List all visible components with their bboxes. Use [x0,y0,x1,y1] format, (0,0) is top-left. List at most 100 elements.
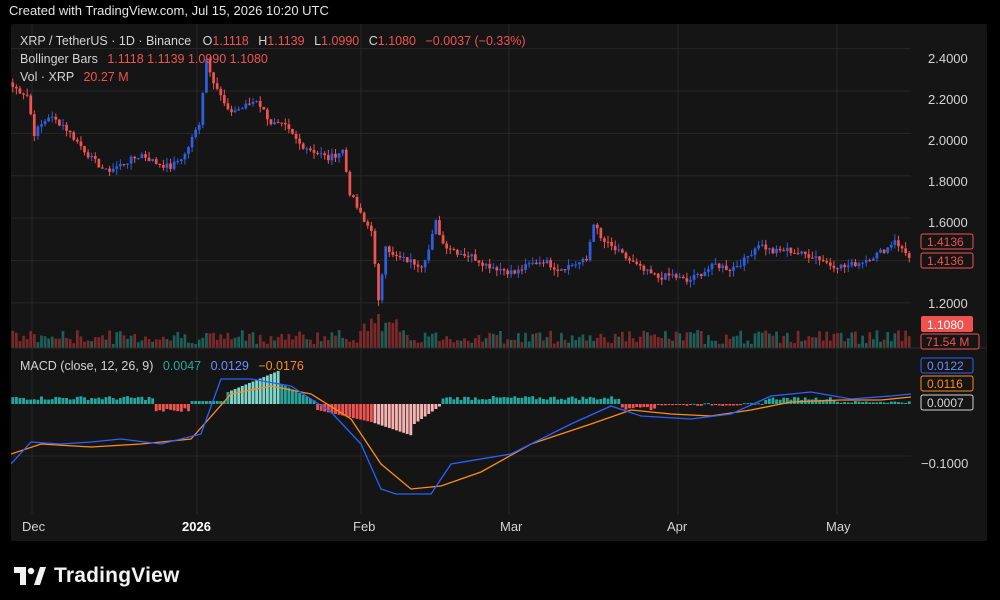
macd-hist-bar [298,393,302,404]
macd-hist-bar [101,399,104,404]
volume-bar [283,339,287,348]
macd-hist-bar [366,404,370,422]
volume-bar [208,333,212,348]
volume-bar [169,340,172,348]
volume-bar [646,332,649,348]
macd-hist-bar [646,404,649,408]
macd-histogram [11,371,911,436]
candle-body [531,262,535,264]
macd-hist-bar [696,404,700,406]
candle-body [165,163,169,168]
tradingview-logo-icon [14,567,46,585]
volume-bar [900,340,904,348]
macd-hist-bar [617,398,621,404]
macd-hist-bar [710,404,714,406]
macd-hist-bar [520,397,524,404]
candle-body [108,168,111,172]
candle-body [90,155,94,158]
candle-body [750,254,753,257]
volume-bar [194,343,198,348]
chart-frame[interactable]: 2.4000 2.2000 2.0000 1.8000 1.6000 1.200… [10,24,987,541]
candle-body [405,257,409,263]
volume-bar [567,342,570,348]
volume-bar [595,337,599,348]
macd-hist-bar [907,401,911,404]
volume-bar [703,343,707,348]
volume-bar [326,339,330,348]
macd-hist-bar [574,398,578,404]
volume-bar [72,343,76,348]
macd-hist-bar [592,397,596,404]
candle-body [362,212,366,222]
volume-bar [162,336,165,348]
volume-bar [628,331,631,348]
macd-hist-bar [265,375,269,404]
volume-bar [793,343,796,348]
macd-hist-bar [473,397,477,404]
macd-hist-bar [746,403,750,405]
tradingview-brand[interactable]: TradingView [14,563,180,589]
candle-body [47,117,51,122]
macd-hist-bar [466,397,470,404]
candle-body [864,260,868,263]
candle-body [710,263,714,270]
macd-hist-bar [832,399,836,404]
candle-body [377,263,380,301]
candle-body [707,269,710,272]
candle-body [172,161,176,169]
volume-bar [868,332,872,348]
macd-hist-bar [140,396,144,404]
candle-body [341,149,345,154]
volume-bar [68,339,72,348]
macd-hist-bar [724,404,728,406]
candle-body [850,262,854,266]
macd-hist-bar [613,399,617,404]
volume-bar [667,338,671,348]
candle-body [907,253,911,258]
macd-hist-bar [681,404,685,405]
candle-body [391,252,395,255]
macd-hist-bar [864,401,868,404]
candle-body [22,93,25,95]
macd-hist-bar [90,398,94,404]
macd-hist-bar [355,404,359,419]
chart-credit: Created with TradingView.com, Jul 15, 20… [9,3,329,18]
volume-bar [79,336,83,348]
volume-bar [287,334,291,348]
volume-bar [893,333,897,348]
macd-hist-bar [875,402,879,404]
volume-bar [122,335,126,348]
volume-bar [631,338,635,348]
candle-body [147,157,151,161]
macd-hist-bar [144,399,147,404]
volume-bar [233,337,237,348]
macd-hist-bar [463,396,467,404]
candle-body [205,59,208,93]
volume-bar [405,335,409,348]
volume-bar [104,339,108,348]
macd-hist-bar [319,404,323,411]
candle-body [800,251,803,254]
volume-bar [459,340,463,348]
volume-bar [563,339,567,348]
macd-hist-bar [83,397,86,404]
volume-bar [638,336,642,348]
volume-bar [552,343,556,348]
macd-hist-bar [158,404,162,411]
macd-hist-bar [721,404,725,406]
macd-hist-bar [380,404,384,426]
candle-body [287,124,291,129]
volume-bar [524,332,527,348]
candle-body [538,262,542,265]
chart-legend[interactable]: XRP / TetherUS · 1D · Binance O1.1118 H1… [20,34,526,373]
volume-bar [237,336,241,348]
volume-bar [158,339,162,348]
candle-body [696,273,700,275]
price-chart[interactable]: 2.4000 2.2000 2.0000 1.8000 1.6000 1.200… [10,24,987,541]
macd-hist-bar [588,396,592,404]
candle-body [717,263,721,268]
candle-body [373,231,377,264]
macd-hist-bar [57,397,61,404]
candle-body [276,122,280,124]
macd-hist-bar [237,387,241,404]
